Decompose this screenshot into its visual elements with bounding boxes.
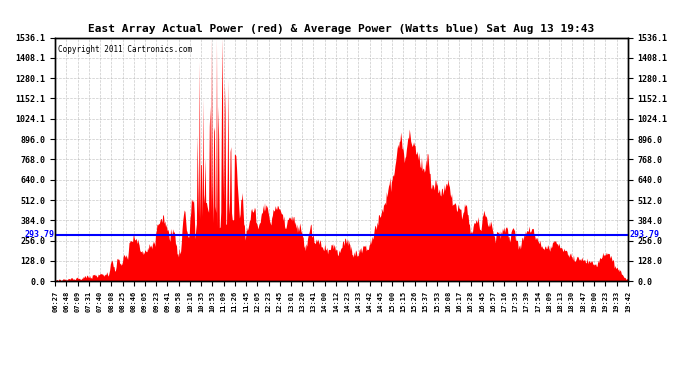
- Text: 293.79: 293.79: [25, 230, 55, 239]
- Text: 293.79: 293.79: [629, 230, 659, 239]
- Text: Copyright 2011 Cartronics.com: Copyright 2011 Cartronics.com: [58, 45, 193, 54]
- Title: East Array Actual Power (red) & Average Power (Watts blue) Sat Aug 13 19:43: East Array Actual Power (red) & Average …: [88, 24, 595, 34]
